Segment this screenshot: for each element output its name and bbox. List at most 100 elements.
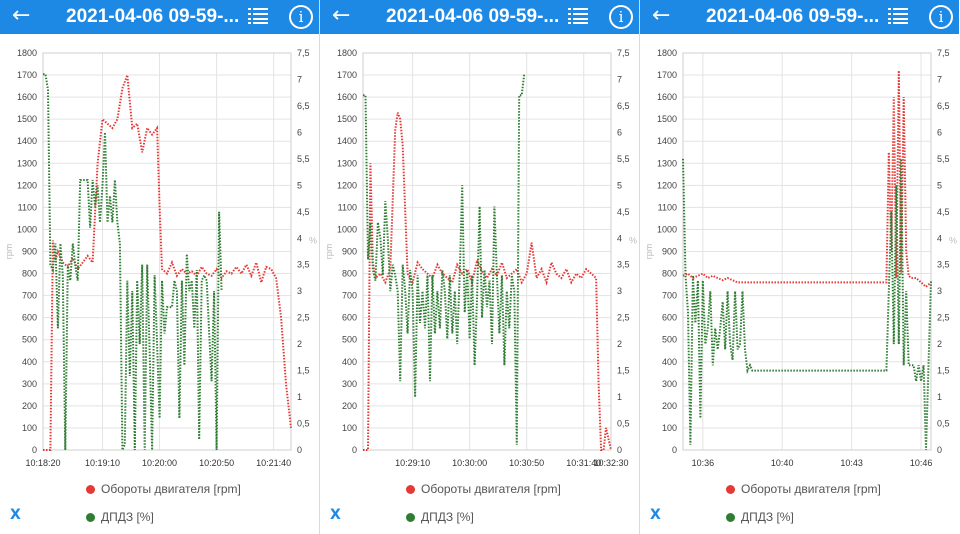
y-tick-label-right: 7 bbox=[617, 74, 622, 84]
info-icon[interactable]: i bbox=[609, 5, 633, 29]
y-tick-label-left: 1700 bbox=[17, 70, 37, 80]
y-tick-label-left: 800 bbox=[342, 269, 357, 279]
y-tick-label-left: 1100 bbox=[658, 202, 677, 212]
back-arrow-icon[interactable]: ← bbox=[12, 3, 31, 28]
app-bar: ← 2021-04-06 09-59-... i bbox=[320, 0, 639, 34]
log-title: 2021-04-06 09-59-... bbox=[66, 6, 240, 27]
list-icon[interactable] bbox=[568, 7, 588, 25]
y-tick-label-left: 100 bbox=[662, 423, 677, 433]
y-tick-label-left: 1500 bbox=[17, 114, 37, 124]
x-axis-toggle-button[interactable]: X bbox=[330, 507, 341, 523]
x-tick-label: 10:36 bbox=[692, 458, 715, 468]
y-tick-label-right: 7 bbox=[297, 74, 302, 84]
x-tick-label: 10:21:40 bbox=[256, 458, 291, 468]
legend-label: ДПДЗ [%] bbox=[741, 510, 794, 524]
y-tick-label-left: 200 bbox=[22, 401, 37, 411]
y-tick-label-left: 1800 bbox=[337, 48, 357, 58]
back-arrow-icon[interactable]: ← bbox=[332, 3, 351, 28]
y-axis-label-right: % bbox=[309, 236, 317, 246]
x-tick-label: 10:40 bbox=[771, 458, 794, 468]
tps-series-line bbox=[43, 73, 223, 451]
rpm-series-line bbox=[43, 74, 292, 451]
y-tick-label-left: 800 bbox=[662, 269, 677, 279]
legend-dot bbox=[86, 485, 95, 495]
y-tick-label-left: 400 bbox=[342, 357, 357, 367]
y-tick-label-right: 4,5 bbox=[937, 207, 950, 217]
app-bar: ← 2021-04-06 09-59-... i bbox=[0, 0, 319, 34]
y-tick-label-left: 300 bbox=[22, 379, 37, 389]
list-icon[interactable] bbox=[248, 7, 268, 25]
y-tick-label-right: 7,5 bbox=[297, 48, 310, 58]
y-tick-label-left: 1400 bbox=[17, 136, 37, 146]
y-tick-label-right: 1 bbox=[297, 392, 302, 402]
info-icon[interactable]: i bbox=[289, 5, 313, 29]
y-tick-label-left: 600 bbox=[662, 313, 677, 323]
y-tick-label-left: 1100 bbox=[18, 202, 37, 212]
x-axis-toggle-button[interactable]: X bbox=[10, 507, 21, 523]
rpm-series-line bbox=[682, 70, 932, 289]
y-tick-label-right: 0,5 bbox=[937, 419, 950, 429]
y-tick-label-left: 1200 bbox=[657, 180, 677, 190]
x-tick-label: 10:30:50 bbox=[509, 458, 544, 468]
y-tick-label-left: 1000 bbox=[17, 224, 37, 234]
x-tick-label: 10:30:00 bbox=[452, 458, 487, 468]
y-tick-label-left: 400 bbox=[22, 357, 37, 367]
x-tick-label: 10:20:50 bbox=[199, 458, 234, 468]
y-tick-label-left: 900 bbox=[22, 247, 37, 257]
divider bbox=[639, 0, 640, 534]
line-chart[interactable]: 0100200300400500600700800900100011001200… bbox=[0, 34, 319, 479]
y-tick-label-left: 800 bbox=[22, 269, 37, 279]
legend-label: ДПДЗ [%] bbox=[421, 510, 474, 524]
y-tick-label-right: 2 bbox=[937, 339, 942, 349]
y-tick-label-right: 5,5 bbox=[937, 154, 950, 164]
y-axis-label-left: rpm bbox=[4, 244, 14, 260]
y-axis-label-left: rpm bbox=[644, 244, 654, 260]
line-chart[interactable]: 0100200300400500600700800900100011001200… bbox=[640, 34, 959, 479]
y-tick-label-right: 0 bbox=[937, 445, 942, 455]
x-axis-toggle-button[interactable]: X bbox=[650, 507, 661, 523]
y-tick-label-left: 100 bbox=[22, 423, 37, 433]
y-tick-label-left: 1800 bbox=[17, 48, 37, 58]
line-chart[interactable]: 0100200300400500600700800900100011001200… bbox=[320, 34, 639, 479]
y-tick-label-right: 4,5 bbox=[617, 207, 630, 217]
y-tick-label-right: 5 bbox=[297, 180, 302, 190]
y-tick-label-right: 5 bbox=[617, 180, 622, 190]
y-tick-label-left: 200 bbox=[342, 401, 357, 411]
back-arrow-icon[interactable]: ← bbox=[652, 3, 671, 28]
list-icon[interactable] bbox=[888, 7, 908, 25]
y-tick-label-left: 1100 bbox=[338, 202, 357, 212]
x-tick-label: 10:43 bbox=[840, 458, 863, 468]
y-tick-label-left: 1400 bbox=[337, 136, 357, 146]
x-tick-label: 10:31:40 bbox=[566, 458, 601, 468]
y-tick-label-right: 4 bbox=[937, 233, 942, 243]
chart-panel-3: ← 2021-04-06 09-59-... i 0 100 200 300 400 50… bbox=[640, 0, 959, 534]
y-tick-label-right: 3 bbox=[297, 286, 302, 296]
y-tick-label-left: 1300 bbox=[657, 158, 677, 168]
y-tick-label-left: 1600 bbox=[17, 92, 37, 102]
y-tick-label-right: 5,5 bbox=[297, 154, 310, 164]
y-tick-label-right: 2,5 bbox=[617, 313, 630, 323]
y-tick-label-right: 3,5 bbox=[617, 260, 630, 270]
x-tick-label: 10:18:20 bbox=[25, 458, 60, 468]
y-tick-label-left: 500 bbox=[662, 335, 677, 345]
y-tick-label-right: 4 bbox=[617, 233, 622, 243]
y-tick-label-left: 500 bbox=[342, 335, 357, 345]
chart-panel-1: ← 2021-04-06 09-59-... i 0 100 200 300 400 50… bbox=[0, 0, 319, 534]
y-tick-label-left: 1500 bbox=[657, 114, 677, 124]
y-tick-label-right: 0 bbox=[617, 445, 622, 455]
y-tick-label-right: 1,5 bbox=[297, 366, 310, 376]
y-axis-label-right: % bbox=[949, 236, 957, 246]
y-tick-label-left: 700 bbox=[662, 291, 677, 301]
info-icon[interactable]: i bbox=[929, 5, 953, 29]
y-tick-label-right: 3,5 bbox=[937, 260, 950, 270]
y-tick-label-right: 5,5 bbox=[617, 154, 630, 164]
y-tick-label-left: 1700 bbox=[657, 70, 677, 80]
legend-dot bbox=[406, 513, 415, 523]
y-tick-label-right: 1,5 bbox=[617, 366, 630, 376]
y-tick-label-left: 1600 bbox=[337, 92, 357, 102]
y-tick-label-left: 600 bbox=[342, 313, 357, 323]
y-tick-label-left: 0 bbox=[352, 445, 357, 455]
y-tick-label-left: 900 bbox=[662, 247, 677, 257]
y-tick-label-left: 900 bbox=[342, 247, 357, 257]
x-tick-label: 10:20:00 bbox=[142, 458, 177, 468]
